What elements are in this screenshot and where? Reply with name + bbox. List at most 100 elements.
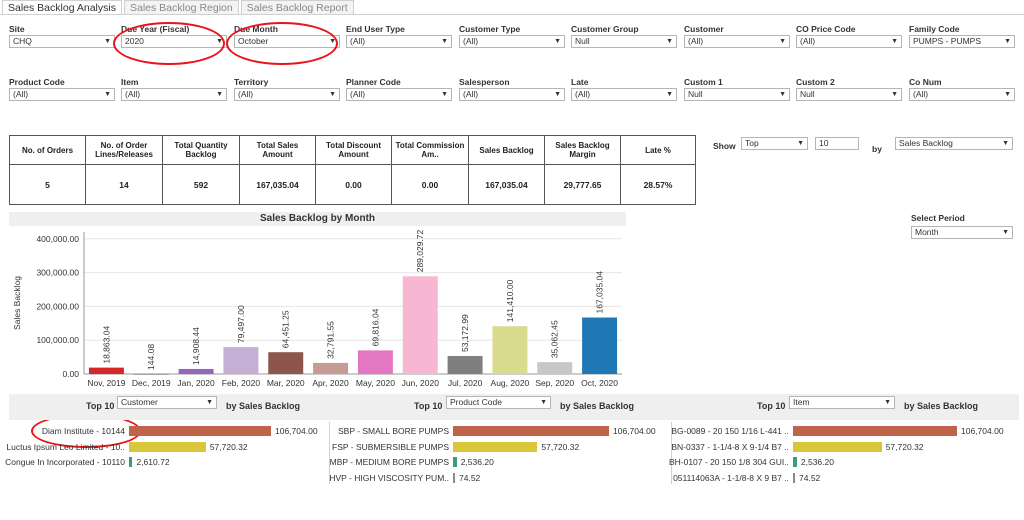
filter-late: Late (All) ▼ (571, 77, 677, 101)
show-top-select[interactable]: Top ▼ (741, 137, 808, 150)
filter-select-territory[interactable]: (All) ▼ (234, 88, 340, 101)
product-bar-label: FSP - SUBMERSIBLE PUMPS (332, 441, 449, 452)
show-top-value: Top (745, 138, 759, 148)
item-bar-value: 106,704.00 (961, 426, 1004, 436)
product-bar-label: MBP - MEDIUM BORE PUMPS (329, 457, 449, 467)
filter-site: Site CHQ ▼ (9, 24, 115, 48)
x-tick-label: Aug, 2020 (491, 378, 530, 388)
chart-data-label: 289,029.72 (415, 229, 425, 272)
tab-divider (0, 14, 1024, 15)
filter-select-product-code[interactable]: (All) ▼ (9, 88, 115, 101)
filter-label-customer: Customer (684, 24, 724, 34)
chart-data-label: 64,451.25 (281, 310, 291, 348)
filter-value-item: (All) (125, 89, 141, 99)
kpi-value-late-percent: 28.57% (620, 164, 696, 205)
product-bar-value: 57,720.32 (541, 441, 580, 452)
x-tick-label: Sep, 2020 (535, 378, 574, 388)
customer-bar-value: 57,720.32 (209, 441, 248, 452)
item-top10-label: Top 10 (757, 401, 786, 411)
item-bar-label: BH-0107 - 20 150 1/8 304 GUI.. (668, 457, 789, 467)
filter-select-co-num[interactable]: (All) ▼ (909, 88, 1015, 101)
kpi-table: No. of Orders No. of Order Lines/Release… (9, 135, 696, 205)
item-top10-select[interactable]: Item ▼ (789, 396, 895, 409)
chevron-down-icon: ▼ (441, 38, 448, 45)
x-tick-label: May, 2020 (356, 378, 395, 388)
filter-label-product-code: Product Code (9, 77, 65, 87)
item-bar (793, 472, 795, 483)
item-top10-select-value: Item (793, 397, 810, 407)
kpi-header-lines: No. of Order Lines/Releases (85, 135, 163, 165)
product-by-label: by Sales Backlog (560, 401, 635, 411)
chart-data-label: 35,062.45 (550, 320, 560, 358)
filter-select-customer-group[interactable]: Null ▼ (571, 35, 677, 48)
filter-select-custom-1[interactable]: Null ▼ (684, 88, 790, 101)
filter-co-num: Co Num (All) ▼ (909, 77, 1015, 101)
filter-value-planner-code: (All) (350, 89, 366, 99)
filter-select-salesperson[interactable]: (All) ▼ (459, 88, 565, 101)
filter-select-item[interactable]: (All) ▼ (121, 88, 227, 101)
filter-value-end-user-type: (All) (350, 36, 366, 46)
y-tick-label: 0.00 (62, 369, 79, 379)
customer-by-label: by Sales Backlog (226, 401, 301, 411)
show-by-select[interactable]: Sales Backlog ▼ (895, 137, 1013, 150)
annotation-circle-due-year (113, 22, 225, 65)
filter-label-family-code: Family Code (909, 24, 960, 34)
chevron-down-icon: ▼ (104, 91, 111, 98)
kpi-value-discount: 0.00 (315, 164, 392, 205)
chart-bar (357, 350, 393, 374)
filter-select-family-code[interactable]: PUMPS - PUMPS ▼ (909, 35, 1015, 48)
chevron-down-icon: ▼ (554, 91, 561, 98)
filter-label-late: Late (571, 77, 589, 87)
chevron-down-icon: ▼ (441, 91, 448, 98)
x-tick-label: Dec, 2019 (132, 378, 171, 388)
chart-data-label: 69,816.04 (370, 308, 380, 346)
chart-data-label: 14,908.44 (191, 327, 201, 365)
tab-sales-backlog-analysis[interactable]: Sales Backlog Analysis (2, 0, 122, 14)
customer-top10-select-value: Customer (121, 397, 158, 407)
customer-bar (129, 426, 271, 436)
chevron-down-icon: ▼ (666, 38, 673, 45)
filter-select-custom-2[interactable]: Null ▼ (796, 88, 902, 101)
chart-data-label: 141,410.00 (505, 279, 515, 322)
kpi-value-sales-backlog: 167,035.04 (468, 164, 545, 205)
kpi-value-quantity: 592 (162, 164, 240, 205)
filter-select-site[interactable]: CHQ ▼ (9, 35, 115, 48)
tab-sales-backlog-report[interactable]: Sales Backlog Report (240, 0, 354, 14)
filter-select-planner-code[interactable]: (All) ▼ (346, 88, 452, 101)
item-by-label: by Sales Backlog (904, 401, 979, 411)
filter-select-late[interactable]: (All) ▼ (571, 88, 677, 101)
product-top10-select[interactable]: Product Code ▼ (446, 396, 551, 409)
chart-bar (537, 362, 573, 374)
chevron-down-icon: ▼ (797, 140, 804, 147)
chart-bar (268, 352, 304, 374)
chevron-down-icon: ▼ (206, 399, 213, 406)
filter-item: Item (All) ▼ (121, 77, 227, 101)
chart-bar (402, 276, 438, 374)
show-count-input[interactable]: 10 (815, 137, 859, 150)
tab-strip: Sales Backlog Analysis Sales Backlog Reg… (2, 0, 356, 14)
chart-data-label: 167,035.04 (595, 271, 605, 314)
filter-custom-1: Custom 1 Null ▼ (684, 77, 790, 101)
filter-planner-code: Planner Code (All) ▼ (346, 77, 452, 101)
product-top10-select-value: Product Code (450, 397, 502, 407)
chevron-down-icon: ▼ (891, 91, 898, 98)
select-period-select[interactable]: Month ▼ (911, 226, 1013, 239)
tab-sales-backlog-region[interactable]: Sales Backlog Region (123, 0, 239, 14)
filter-select-customer[interactable]: (All) ▼ (684, 35, 790, 48)
customer-top10-select[interactable]: Customer ▼ (117, 396, 217, 409)
kpi-header-late-percent: Late % (620, 135, 696, 165)
customer-top10-label: Top 10 (86, 401, 115, 411)
product-bar-label: HVP - HIGH VISCOSITY PUM.. (329, 472, 449, 483)
y-axis-title: Sales Backlog (12, 276, 22, 330)
filter-end-user-type: End User Type (All) ▼ (346, 24, 452, 48)
chart-title: Sales Backlog by Month (9, 212, 626, 226)
filter-salesperson: Salesperson (All) ▼ (459, 77, 565, 101)
kpi-value-orders: 5 (9, 164, 86, 205)
filter-select-customer-type[interactable]: (All) ▼ (459, 35, 565, 48)
filter-customer-group: Customer Group Null ▼ (571, 24, 677, 48)
item-bar (793, 441, 882, 452)
filter-label-site: Site (9, 24, 25, 34)
chart-bar (223, 347, 259, 374)
filter-select-co-price-code[interactable]: (All) ▼ (796, 35, 902, 48)
filter-select-end-user-type[interactable]: (All) ▼ (346, 35, 452, 48)
